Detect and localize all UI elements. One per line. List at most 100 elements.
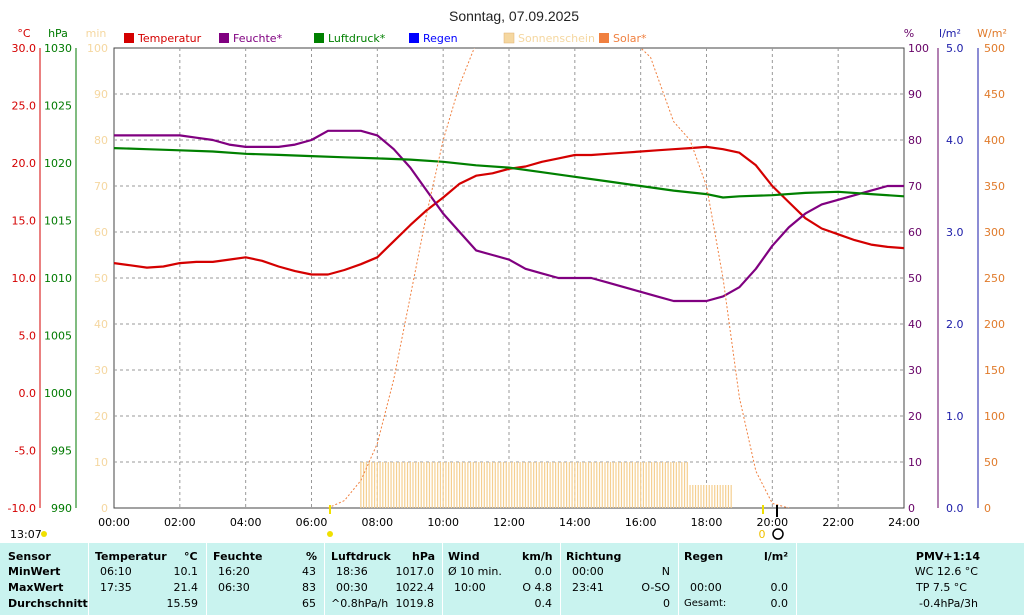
legend-swatch-regen <box>409 33 419 43</box>
dir-avg-value: 0 <box>663 597 670 610</box>
x-tick-label: 06:00 <box>296 516 328 529</box>
temp-tick-label: 10.0 <box>12 272 37 285</box>
hum-tick-label: 90 <box>908 88 922 101</box>
sensor-row-max: MaxWert <box>8 581 64 594</box>
press-tick-label: 995 <box>51 445 72 458</box>
x-tick-label: 12:00 <box>493 516 525 529</box>
solar-unit: W/m² <box>977 27 1007 40</box>
temp-avg-value: 15.59 <box>166 597 199 610</box>
rain-tick-label: 0.0 <box>946 502 964 515</box>
press-tick-label: 1020 <box>44 157 72 170</box>
sun-tick-label: 30 <box>94 364 108 377</box>
series-lines <box>114 48 904 508</box>
pmv-header: PMV+1:14 <box>915 550 980 563</box>
legend-swatch-luftdruck <box>314 33 324 43</box>
sun-tick-label: 60 <box>94 226 108 239</box>
sun-tick-label: 0 <box>101 502 108 515</box>
legend-label-luftdruck: Luftdruck* <box>328 32 386 45</box>
rain-zero-marker: 0 <box>759 528 766 541</box>
temp-tick-label: 0.0 <box>19 387 37 400</box>
hum-min-time: 16:20 <box>218 565 250 578</box>
solar-tick-label: 350 <box>984 180 1005 193</box>
wind-avg-value: 0.0 <box>534 565 553 578</box>
x-tick-label: 18:00 <box>691 516 723 529</box>
press-header-unit: hPa <box>412 550 436 563</box>
solar-tick-label: 450 <box>984 88 1005 101</box>
sensor-row-avg: Durchschnitt <box>8 597 88 610</box>
sunshine-bars <box>360 462 732 508</box>
press-tick-label: 1025 <box>44 100 72 113</box>
legend-label-solar: Solar* <box>613 32 647 45</box>
x-tick-label: 24:00 <box>888 516 920 529</box>
press-tick-label: 1015 <box>44 215 72 228</box>
wind-mean-value: 0.4 <box>534 597 553 610</box>
solar-tick-label: 200 <box>984 318 1005 331</box>
press-tick-label: 1030 <box>44 42 72 55</box>
series-line-luftdruck <box>114 147 904 199</box>
legend-label-sonnenschein: Sonnenschein <box>518 32 595 45</box>
press-avg-value: 1019.8 <box>395 597 435 610</box>
press-unit: hPa <box>48 27 68 40</box>
legend: Temperatur Feuchte* Luftdruck* Regen Son… <box>124 32 647 45</box>
press-min-time: 18:36 <box>336 565 368 578</box>
x-tick-label: 04:00 <box>230 516 262 529</box>
sun-tick-label: 70 <box>94 180 108 193</box>
hum-max-time: 06:30 <box>218 581 250 594</box>
hum-tick-label: 20 <box>908 410 922 423</box>
hum-max-value: 83 <box>302 581 316 594</box>
legend-swatch-feuchte <box>219 33 229 43</box>
sun-tick-label: 90 <box>94 88 108 101</box>
press-header: Luftdruck <box>331 550 391 563</box>
temp-min-time: 06:10 <box>100 565 132 578</box>
temp-tick-label: 25.0 <box>12 100 37 113</box>
solar-tick-label: 150 <box>984 364 1005 377</box>
solar-tick-label: 100 <box>984 410 1005 423</box>
wind-max-value: O 4.8 <box>522 581 552 594</box>
y-axis-ticks: 30.025.020.015.010.05.00.0-5.0-10.010301… <box>8 42 1005 515</box>
dir-header: Richtung <box>566 550 622 563</box>
pmv-windchill: WC 12.6 °C <box>914 565 978 578</box>
press-trend: ^0.8hPa/h <box>331 597 389 610</box>
temp-tick-label: 30.0 <box>12 42 37 55</box>
rain-total-label: Gesamt: <box>684 598 727 609</box>
legend-swatch-temperatur <box>124 33 134 43</box>
legend-label-temperatur: Temperatur <box>137 32 202 45</box>
press-tick-label: 990 <box>51 502 72 515</box>
rain-tick-label: 5.0 <box>946 42 964 55</box>
hum-tick-label: 50 <box>908 272 922 285</box>
rain-tick-label: 3.0 <box>946 226 964 239</box>
press-tick-label: 1005 <box>44 330 72 343</box>
x-tick-label: 10:00 <box>427 516 459 529</box>
sun-tick-label: 50 <box>94 272 108 285</box>
grid <box>114 48 904 508</box>
rain-header-unit: l/m² <box>764 550 789 563</box>
temp-tick-label: -5.0 <box>15 445 36 458</box>
rain-unit: l/m² <box>939 27 961 40</box>
press-max-value: 1022.4 <box>395 581 435 594</box>
legend-label-regen: Regen <box>423 32 458 45</box>
rain-max-time: 00:00 <box>690 581 722 594</box>
sun-unit: min <box>86 27 107 40</box>
temp-tick-label: 15.0 <box>12 215 37 228</box>
weather-chart: Sonntag, 07.09.2025 °C hPa min % l/m² W/… <box>8 8 1007 541</box>
sun-tick-label: 40 <box>94 318 108 331</box>
hum-avg-value: 65 <box>302 597 316 610</box>
dir-max-value: O-SO <box>641 581 670 594</box>
hum-tick-label: 100 <box>908 42 929 55</box>
legend-swatch-solar <box>599 33 609 43</box>
x-tick-label: 16:00 <box>625 516 657 529</box>
press-min-value: 1017.0 <box>395 565 435 578</box>
solar-tick-label: 50 <box>984 456 998 469</box>
solar-tick-label: 0 <box>984 502 991 515</box>
temp-tick-label: 5.0 <box>19 330 37 343</box>
hum-tick-label: 60 <box>908 226 922 239</box>
time-marker-dot <box>41 531 47 537</box>
solar-tick-label: 400 <box>984 134 1005 147</box>
x-tick-label: 08:00 <box>361 516 393 529</box>
x-tick-label: 02:00 <box>164 516 196 529</box>
temp-header: Temperatur <box>95 550 167 563</box>
solar-tick-label: 500 <box>984 42 1005 55</box>
solar-tick-label: 250 <box>984 272 1005 285</box>
press-max-time: 00:30 <box>336 581 368 594</box>
temp-min-value: 10.1 <box>173 565 199 578</box>
